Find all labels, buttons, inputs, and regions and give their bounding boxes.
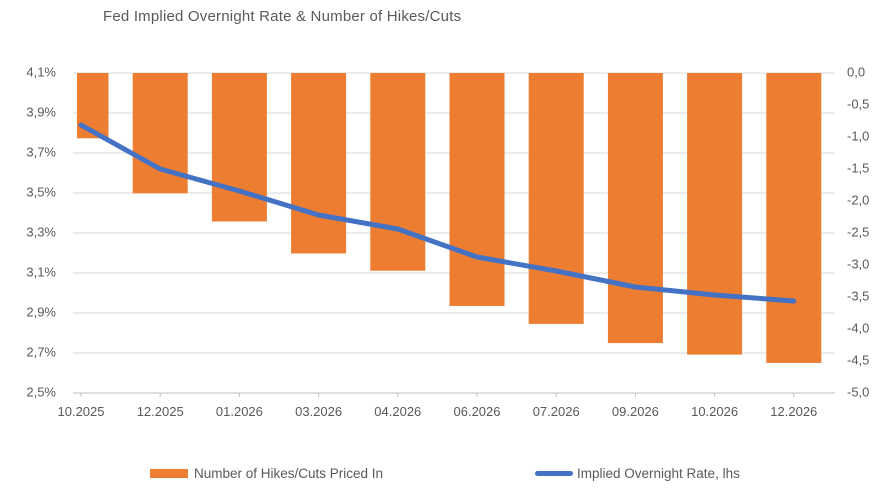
- left-axis-label: 3,5%: [26, 184, 56, 199]
- bar: [291, 73, 347, 254]
- legend-item-hikes-cuts: Number of Hikes/Cuts Priced In: [150, 464, 383, 482]
- bar: [77, 73, 109, 139]
- legend-swatch-line-icon: [535, 470, 573, 476]
- legend-label-rate: Implied Overnight Rate, lhs: [577, 465, 740, 481]
- x-axis-label: 03.2026: [295, 404, 342, 419]
- x-axis-label: 07.2026: [533, 404, 580, 419]
- x-axis-label: 01.2026: [216, 404, 263, 419]
- x-axis-label: 12.2025: [137, 404, 184, 419]
- right-axis-label: -0,5: [847, 96, 869, 111]
- x-axis-label: 10.2026: [691, 404, 738, 419]
- bar: [528, 73, 584, 324]
- rate-line: [78, 122, 797, 304]
- x-axis-label: 06.2026: [454, 404, 501, 419]
- chart-plot: 4,1% 3,9% 3,7% 3,5% 3,3% 3,1% 2,9% 2,7% 2,5% 0,0 -…: [26, 64, 869, 419]
- left-axis-label: 3,3%: [26, 224, 56, 239]
- left-axis-label: 3,9%: [26, 104, 56, 119]
- x-axis-label: 04.2026: [374, 404, 421, 419]
- bar: [607, 73, 663, 344]
- left-axis-label: 3,1%: [26, 264, 56, 279]
- bar: [449, 73, 505, 306]
- right-axis-label: -2,0: [847, 192, 869, 207]
- chart-legend: Number of Hikes/Cuts Priced In Implied O…: [0, 462, 885, 486]
- right-axis-label: -2,5: [847, 224, 869, 239]
- right-axis-label: -4,5: [847, 352, 869, 367]
- legend-swatch-bar-icon: [150, 468, 188, 478]
- left-axis-label: 2,9%: [26, 304, 56, 319]
- right-axis-label: -3,5: [847, 288, 869, 303]
- left-axis-label: 3,7%: [26, 144, 56, 159]
- left-axis-label: 2,7%: [26, 344, 56, 359]
- right-axis-label: -5,0: [847, 384, 869, 399]
- right-axis-label: -1,0: [847, 128, 869, 143]
- bar: [687, 73, 743, 355]
- right-axis-label: -1,5: [847, 160, 869, 175]
- right-axis-label: -3,0: [847, 256, 869, 271]
- legend-label-hikes-cuts: Number of Hikes/Cuts Priced In: [194, 465, 384, 481]
- x-axis-label: 09.2026: [612, 404, 659, 419]
- chart-title: Fed Implied Overnight Rate & Number of H…: [103, 8, 462, 25]
- x-axis-label: 12.2026: [770, 404, 817, 419]
- x-axis-label: 10.2025: [58, 404, 105, 419]
- bar: [766, 73, 822, 363]
- right-axis-label: 0,0: [847, 64, 865, 79]
- right-axis-label: -4,0: [847, 320, 869, 335]
- bar: [370, 73, 426, 271]
- left-axis-label: 2,5%: [26, 384, 56, 399]
- legend-item-rate: Implied Overnight Rate, lhs: [535, 464, 740, 482]
- left-axis-label: 4,1%: [26, 64, 56, 79]
